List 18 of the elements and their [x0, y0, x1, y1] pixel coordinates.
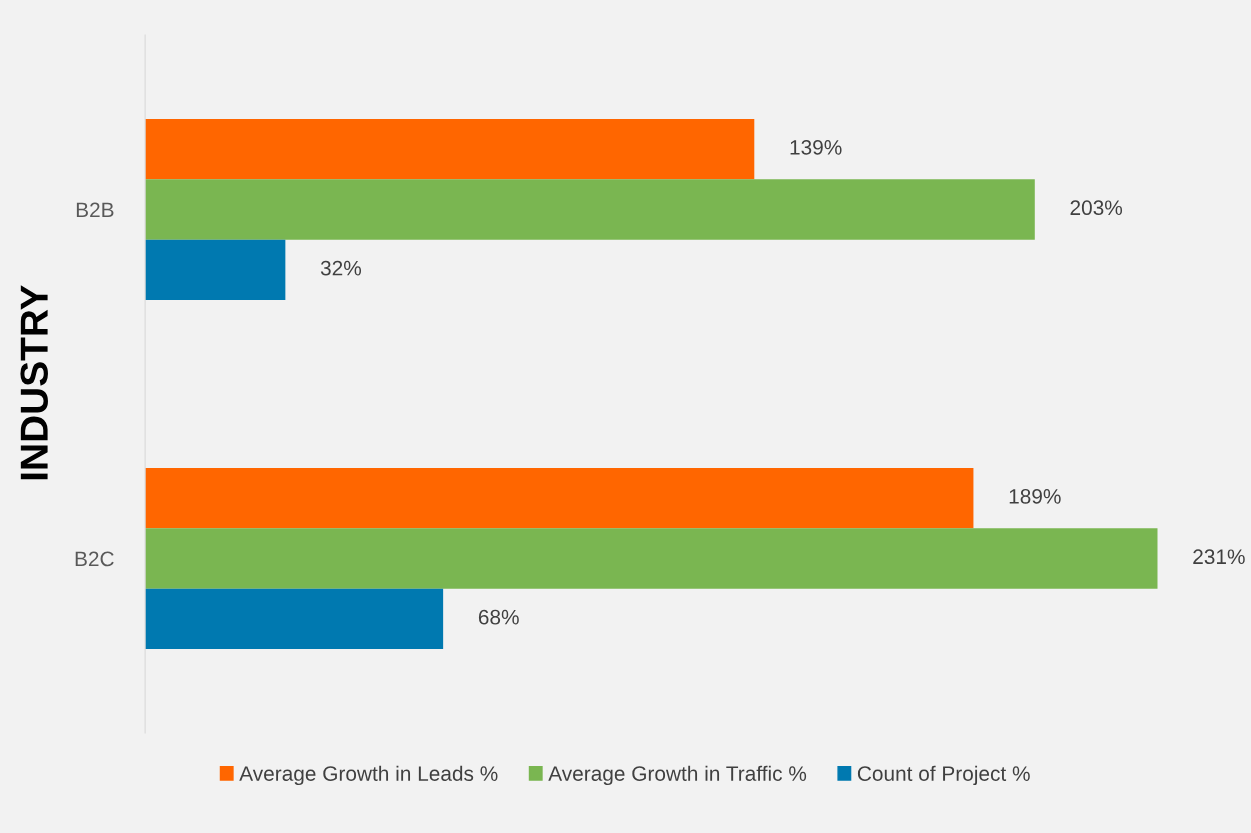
data-label: 203% [1070, 200, 1123, 216]
bar [145, 179, 1035, 240]
data-label: 32% [320, 260, 362, 276]
data-label: 189% [1009, 488, 1061, 504]
data-label: 139% [790, 139, 842, 155]
bar [145, 528, 1158, 589]
legend-label: Count of Project % [857, 765, 1030, 786]
y-tick-label: B2C [75, 551, 114, 567]
legend-label: Average Growth in Traffic % [548, 765, 807, 786]
y-axis-title: INDUSTRY [20, 285, 48, 480]
data-label: 68% [478, 609, 519, 625]
bar [145, 239, 286, 301]
y-tick-label: B2B [76, 202, 114, 218]
bar [145, 588, 444, 650]
bar [145, 118, 755, 180]
bar [145, 467, 974, 529]
legend-label: Average Growth in Leads % [239, 765, 498, 786]
data-label: 231% [1193, 549, 1245, 565]
